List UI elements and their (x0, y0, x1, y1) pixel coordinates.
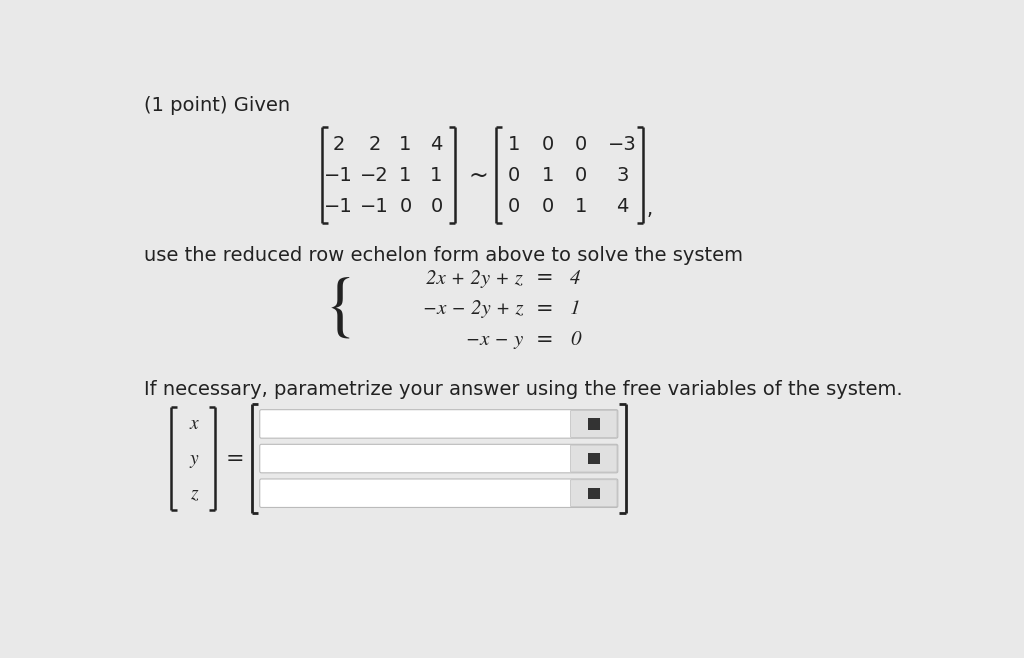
Text: −3: −3 (608, 135, 637, 154)
Text: 0: 0 (508, 166, 520, 185)
Text: 1: 1 (508, 135, 520, 154)
FancyBboxPatch shape (260, 410, 617, 438)
Text: 1: 1 (570, 300, 581, 318)
Text: =: = (225, 449, 245, 468)
Text: −x − y: −x − y (466, 331, 523, 349)
Text: ~: ~ (468, 163, 488, 188)
Text: 4: 4 (430, 135, 442, 154)
FancyBboxPatch shape (570, 445, 617, 472)
FancyBboxPatch shape (260, 479, 617, 507)
Text: 0: 0 (508, 197, 520, 216)
Text: =: = (537, 330, 554, 350)
Text: −2: −2 (360, 166, 389, 185)
Text: 1: 1 (574, 197, 587, 216)
Text: {: { (324, 276, 358, 342)
Text: 0: 0 (542, 197, 554, 216)
FancyBboxPatch shape (570, 480, 617, 507)
Text: z: z (190, 484, 198, 503)
Text: =: = (537, 299, 554, 319)
FancyBboxPatch shape (260, 444, 617, 473)
Text: ,: , (646, 200, 652, 219)
Text: 1: 1 (430, 166, 442, 185)
Text: 1: 1 (399, 166, 412, 185)
Text: 0: 0 (574, 166, 587, 185)
Text: y: y (189, 449, 199, 468)
Text: 4: 4 (570, 269, 581, 288)
Text: 0: 0 (574, 135, 587, 154)
Text: 4: 4 (616, 197, 629, 216)
Text: 0: 0 (430, 197, 442, 216)
Text: 0: 0 (542, 135, 554, 154)
Text: 1: 1 (399, 135, 412, 154)
Text: 2: 2 (369, 135, 381, 154)
Text: −1: −1 (325, 197, 353, 216)
Text: 2x + 2y + z: 2x + 2y + z (426, 269, 523, 288)
Text: 1: 1 (542, 166, 554, 185)
Text: 0: 0 (399, 197, 412, 216)
Text: −1: −1 (360, 197, 389, 216)
Text: 3: 3 (616, 166, 629, 185)
Text: x: x (189, 415, 199, 433)
Text: (1 point) Given: (1 point) Given (143, 96, 290, 115)
Text: 2: 2 (333, 135, 345, 154)
Text: =: = (537, 268, 554, 288)
Text: 0: 0 (570, 331, 581, 349)
Text: If necessary, parametrize your answer using the free variables of the system.: If necessary, parametrize your answer us… (143, 380, 902, 399)
Text: −1: −1 (325, 166, 353, 185)
Text: use the reduced row echelon form above to solve the system: use the reduced row echelon form above t… (143, 246, 742, 265)
Text: −x − 2y + z: −x − 2y + z (423, 300, 523, 318)
FancyBboxPatch shape (570, 411, 617, 438)
